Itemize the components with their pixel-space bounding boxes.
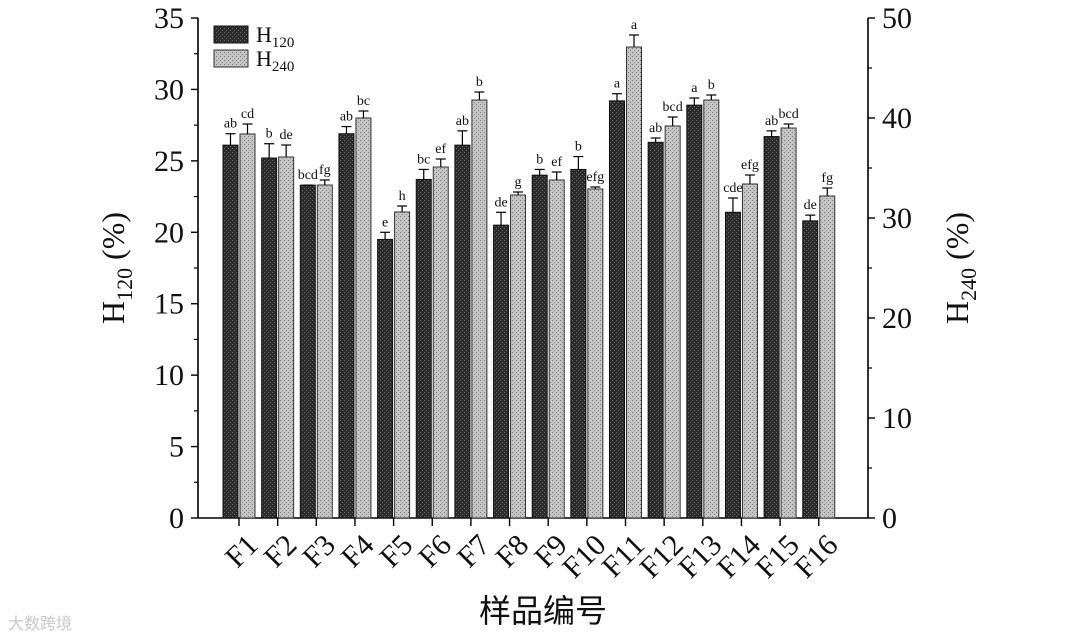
bar-h240 <box>664 125 681 519</box>
y-right-tick-label: 10 <box>882 402 912 435</box>
bar-h120 <box>454 144 471 519</box>
bar-h120 <box>299 184 316 519</box>
bar-h240 <box>587 188 604 519</box>
bar-h120 <box>531 174 548 519</box>
y-right-tick-label: 0 <box>882 502 897 535</box>
bar-h240 <box>819 195 836 519</box>
y-axis-right-title-text: H240 (%) <box>939 212 981 324</box>
sig-label-h120: a <box>691 81 698 96</box>
y-left-tick-label: 35 <box>154 2 184 35</box>
sig-label-h120: a <box>614 77 621 92</box>
sig-label-h120: ab <box>765 114 778 129</box>
sig-label-h120: bc <box>417 152 430 167</box>
sig-label-h240: ef <box>435 142 446 157</box>
sig-label-h120: bcd <box>298 168 318 183</box>
y-left-tick-label: 20 <box>154 216 184 249</box>
x-axis-title: 样品编号 <box>479 592 607 630</box>
sig-label-h240: h <box>399 189 406 204</box>
bar-h120 <box>338 133 355 519</box>
legend-swatch-h120 <box>213 25 249 44</box>
y-left-tick-label: 5 <box>169 431 184 464</box>
bar-h120 <box>647 141 664 519</box>
sig-label-h240: ef <box>551 155 562 170</box>
y-right-tick-label: 50 <box>882 2 912 35</box>
y-axis-left-title: H120 (%) <box>95 212 137 324</box>
sig-label-h120: b <box>536 152 543 167</box>
y-right-tick-label: 40 <box>882 102 912 135</box>
sig-label-h120: de <box>494 195 507 210</box>
sig-label-h120: de <box>804 198 817 213</box>
y-axis-right-title: H240 (%) <box>939 212 981 324</box>
bar-h240 <box>741 183 758 519</box>
sig-label-h120: ab <box>340 110 353 125</box>
bar-h240 <box>626 46 642 519</box>
sig-label-h240: fg <box>319 163 331 178</box>
y-left-tick-label: 30 <box>154 73 184 106</box>
sig-label-h240: b <box>476 75 483 90</box>
y-right-tick-label: 30 <box>882 202 912 235</box>
bar-h120 <box>609 100 625 519</box>
bar-h120 <box>686 104 703 519</box>
bar-h240 <box>278 156 295 519</box>
watermark-text: 大数跨境 <box>8 614 73 633</box>
sig-label-h240: efg <box>586 170 604 185</box>
sig-label-h240: a <box>631 18 638 33</box>
y-left-tick-label: 10 <box>154 359 184 392</box>
bar-h120 <box>802 220 819 519</box>
bar-h240 <box>239 133 256 519</box>
sig-label-h120: b <box>266 127 273 142</box>
bar-h240 <box>432 166 449 519</box>
bar-h240 <box>510 194 527 519</box>
y-left-tick-label: 25 <box>154 145 184 178</box>
sig-label-h240: b <box>708 78 715 93</box>
bar-h240 <box>780 127 797 519</box>
sig-label-h240: bcd <box>778 107 798 122</box>
sig-label-h240: g <box>515 175 522 190</box>
sig-label-h120: ab <box>224 117 237 132</box>
bar-h240 <box>316 184 333 519</box>
legend-swatch-h240 <box>213 49 249 68</box>
bar-h120 <box>724 211 741 519</box>
bar-h120 <box>763 136 780 519</box>
legend-label-h240: H240 <box>256 46 294 75</box>
bar-h120 <box>570 168 587 519</box>
bar-h240 <box>703 99 720 519</box>
legend-label-h120: H120 <box>256 22 294 51</box>
x-tick-label: F16 <box>788 528 844 584</box>
sig-label-h120: e <box>382 215 388 230</box>
bar-h120 <box>261 157 278 519</box>
sig-label-h240: fg <box>821 171 833 186</box>
bar-h240 <box>471 99 488 519</box>
y-axis-left-title-text: H120 (%) <box>95 212 137 324</box>
bar-h120 <box>222 144 239 519</box>
sig-label-h120: cde <box>723 181 742 196</box>
bar-h240 <box>548 179 565 519</box>
sig-label-h240: bc <box>357 94 370 109</box>
y-right-tick-label: 20 <box>882 302 912 335</box>
y-left-tick-label: 0 <box>169 502 184 535</box>
sig-label-h240: efg <box>741 158 759 173</box>
sig-label-h120: ab <box>649 121 662 136</box>
sig-label-h120: b <box>575 140 582 155</box>
bar-h120 <box>377 238 394 519</box>
bar-h240 <box>394 211 411 519</box>
y-left-tick-label: 15 <box>154 288 184 321</box>
bar-h120 <box>415 178 432 519</box>
sig-label-h240: cd <box>241 107 254 122</box>
bar-h120 <box>493 224 510 519</box>
sig-label-h240: bcd <box>663 100 683 115</box>
sig-label-h120: ab <box>456 114 469 129</box>
bar-h240 <box>355 117 372 519</box>
sig-label-h240: de <box>280 128 293 143</box>
